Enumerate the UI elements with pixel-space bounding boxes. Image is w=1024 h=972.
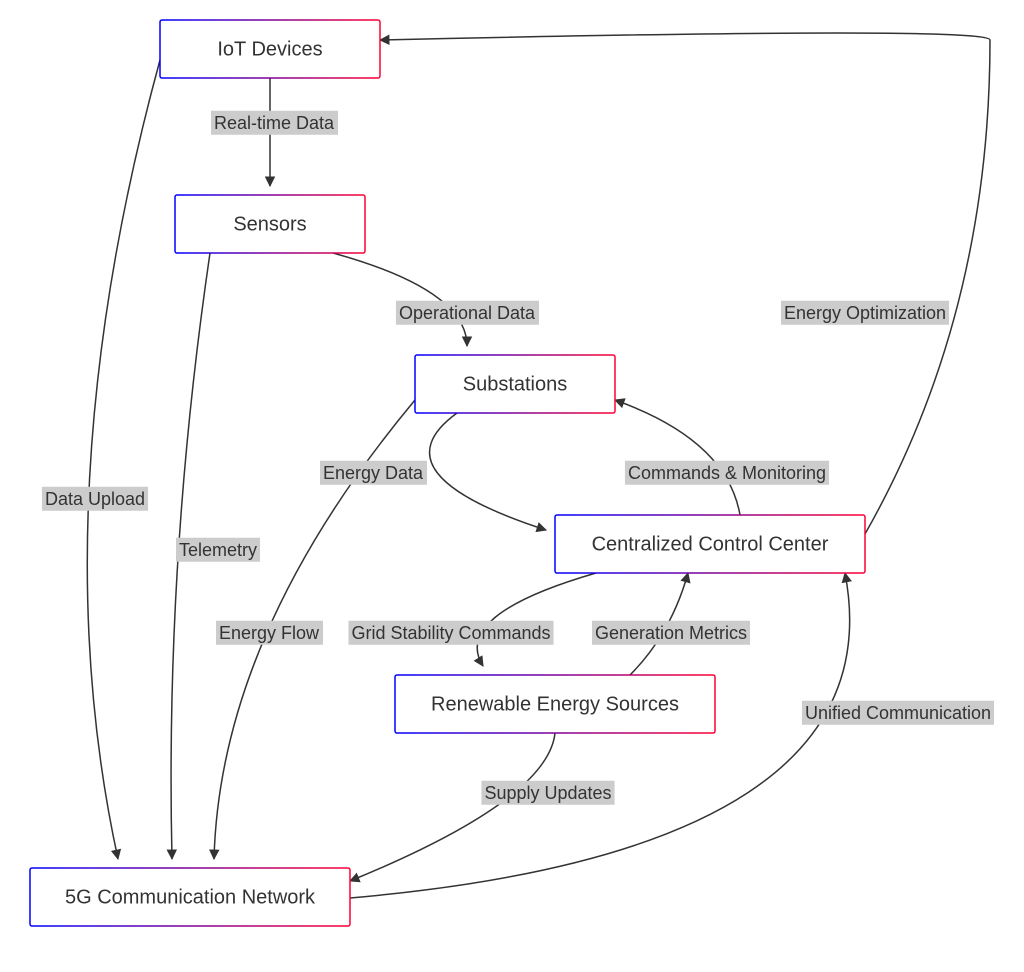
- edge-label-text: Telemetry: [179, 540, 257, 560]
- node-sensors: Sensors: [175, 195, 365, 253]
- edge-label-fiveg-to-ccc: Unified Communication: [802, 701, 994, 725]
- edge-res-to-fiveg: [350, 733, 555, 881]
- node-ccc: Centralized Control Center: [555, 515, 865, 573]
- edge-label-ccc-to-res: Grid Stability Commands: [348, 621, 553, 645]
- edge-label-text: Grid Stability Commands: [351, 623, 550, 643]
- edge-label-iot-to-fiveg: Data Upload: [42, 487, 148, 511]
- edge-label-sensors-to-substations: Operational Data: [396, 301, 539, 325]
- edge-sensors-to-substations: [333, 253, 467, 346]
- edge-ccc-to-res: [477, 573, 596, 666]
- edge-label-text: Real-time Data: [214, 113, 335, 133]
- node-label: Centralized Control Center: [592, 533, 829, 555]
- node-label: Renewable Energy Sources: [431, 693, 679, 715]
- node-label: IoT Devices: [217, 38, 322, 60]
- edge-label-text: Energy Optimization: [784, 303, 946, 323]
- edge-label-text: Data Upload: [45, 489, 145, 509]
- edge-label-ccc-to-iot: Energy Optimization: [781, 301, 949, 325]
- edge-label-text: Energy Flow: [219, 623, 320, 643]
- node-fiveg: 5G Communication Network: [30, 868, 350, 926]
- edge-label-text: Unified Communication: [805, 703, 991, 723]
- edge-label-text: Operational Data: [399, 303, 536, 323]
- edge-ccc-to-substations: [615, 400, 740, 515]
- node-res: Renewable Energy Sources: [395, 675, 715, 733]
- edges-layer: [87, 33, 990, 898]
- node-label: 5G Communication Network: [65, 886, 316, 908]
- node-label: Sensors: [233, 213, 306, 235]
- edge-label-ccc-to-substations: Commands & Monitoring: [625, 461, 829, 485]
- node-label: Substations: [463, 373, 568, 395]
- edge-label-text: Commands & Monitoring: [628, 463, 826, 483]
- node-iot: IoT Devices: [160, 20, 380, 78]
- edge-label-iot-to-sensors: Real-time Data: [211, 111, 338, 135]
- edge-label-text: Generation Metrics: [595, 623, 747, 643]
- edge-label-text: Energy Data: [323, 463, 424, 483]
- edge-label-substations-to-ccc: Energy Data: [320, 461, 427, 485]
- flowchart-canvas: Real-time Data Operational Data Energy Dat…: [0, 0, 1024, 972]
- edge-label-sensors-to-fiveg: Telemetry: [176, 538, 260, 562]
- edge-ccc-to-iot: [380, 33, 990, 534]
- edge-label-substations-to-fiveg: Energy Flow: [216, 621, 323, 645]
- edge-iot-to-fiveg: [87, 60, 160, 859]
- node-substations: Substations: [415, 355, 615, 413]
- edge-label-res-to-ccc: Generation Metrics: [592, 621, 750, 645]
- edge-label-text: Supply Updates: [484, 783, 611, 803]
- edge-label-res-to-fiveg: Supply Updates: [481, 781, 614, 805]
- edge-substations-to-ccc: [430, 413, 546, 530]
